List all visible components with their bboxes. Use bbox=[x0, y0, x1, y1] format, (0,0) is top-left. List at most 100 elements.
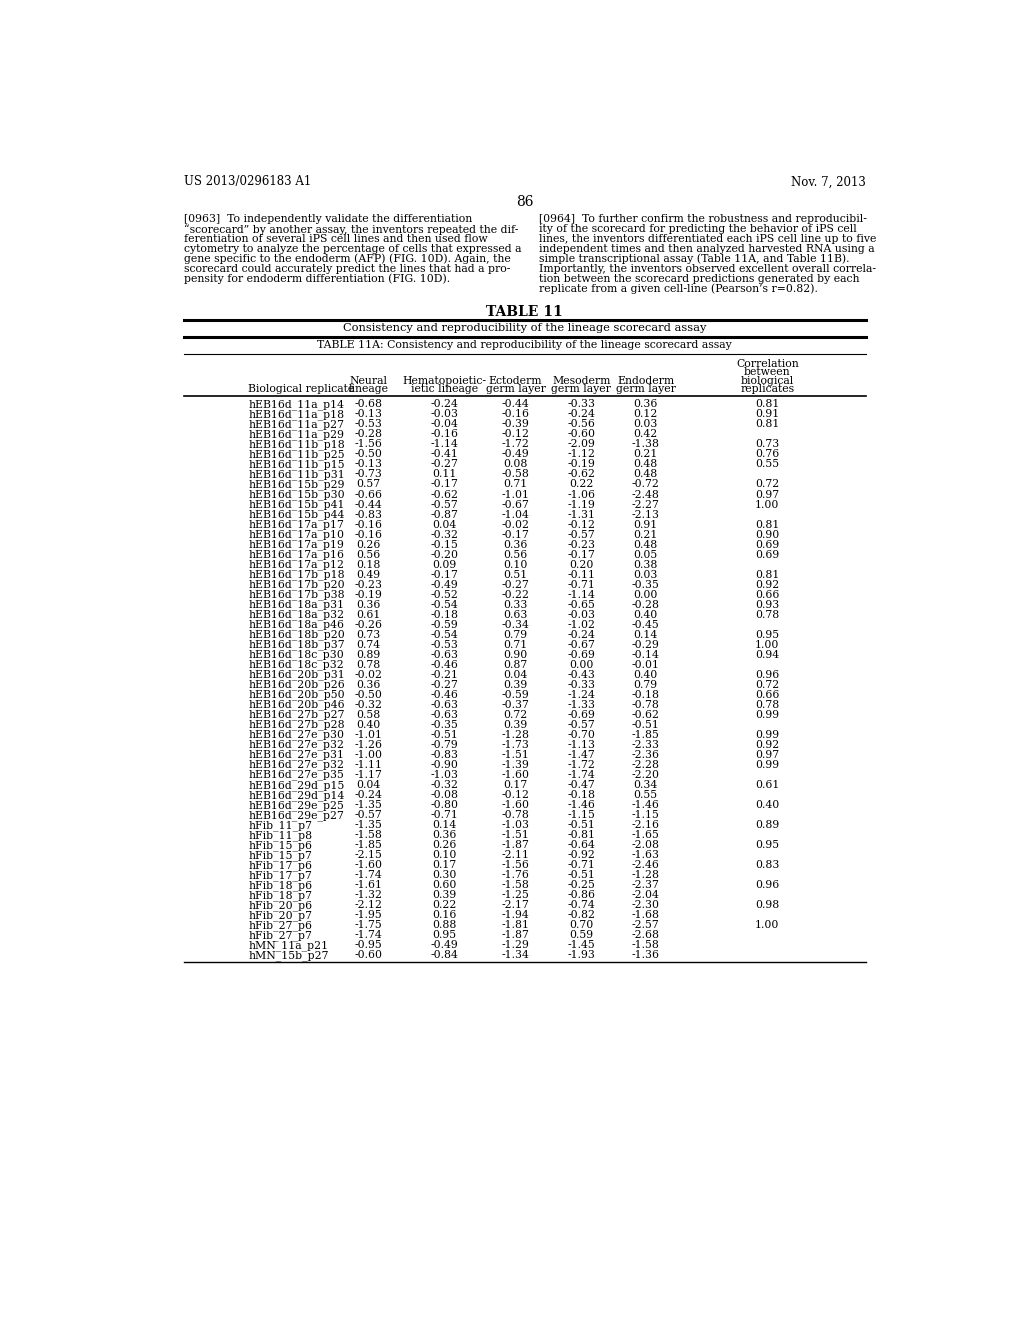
Text: -2.12: -2.12 bbox=[354, 900, 382, 909]
Text: 0.30: 0.30 bbox=[432, 870, 457, 880]
Text: -1.75: -1.75 bbox=[354, 920, 382, 929]
Text: hEB16d_18c_p32: hEB16d_18c_p32 bbox=[248, 660, 344, 671]
Text: 0.78: 0.78 bbox=[756, 610, 779, 619]
Text: 0.04: 0.04 bbox=[356, 780, 380, 789]
Text: -0.27: -0.27 bbox=[430, 680, 458, 689]
Text: -0.83: -0.83 bbox=[354, 510, 382, 520]
Text: hMN_11a_p21: hMN_11a_p21 bbox=[248, 940, 329, 950]
Text: ietic lineage: ietic lineage bbox=[411, 384, 478, 393]
Text: -0.02: -0.02 bbox=[354, 669, 382, 680]
Text: 0.96: 0.96 bbox=[756, 669, 779, 680]
Text: -0.39: -0.39 bbox=[502, 420, 529, 429]
Text: -1.00: -1.00 bbox=[354, 750, 382, 760]
Text: -1.34: -1.34 bbox=[502, 950, 529, 960]
Text: -0.58: -0.58 bbox=[502, 470, 529, 479]
Text: 1.00: 1.00 bbox=[755, 920, 779, 929]
Text: Mesoderm: Mesoderm bbox=[552, 376, 610, 385]
Text: hFib_17_p7: hFib_17_p7 bbox=[248, 870, 312, 880]
Text: -0.15: -0.15 bbox=[430, 540, 458, 549]
Text: 0.78: 0.78 bbox=[356, 660, 380, 669]
Text: 0.89: 0.89 bbox=[756, 820, 779, 830]
Text: 0.36: 0.36 bbox=[356, 680, 381, 689]
Text: 0.00: 0.00 bbox=[569, 660, 594, 669]
Text: germ layer: germ layer bbox=[615, 384, 676, 393]
Text: -0.23: -0.23 bbox=[567, 540, 595, 549]
Text: -1.87: -1.87 bbox=[502, 840, 529, 850]
Text: -0.16: -0.16 bbox=[354, 529, 382, 540]
Text: -0.90: -0.90 bbox=[430, 760, 458, 770]
Text: -1.32: -1.32 bbox=[354, 890, 382, 900]
Text: -1.87: -1.87 bbox=[502, 929, 529, 940]
Text: germ layer: germ layer bbox=[485, 384, 546, 393]
Text: 0.21: 0.21 bbox=[634, 449, 657, 459]
Text: hEB16d_17a_p16: hEB16d_17a_p16 bbox=[248, 549, 344, 560]
Text: -0.17: -0.17 bbox=[430, 479, 458, 490]
Text: pensity for endoderm differentiation (FIG. 10D).: pensity for endoderm differentiation (FI… bbox=[183, 275, 450, 285]
Text: -0.51: -0.51 bbox=[567, 820, 595, 830]
Text: hEB16d_11a_p29: hEB16d_11a_p29 bbox=[248, 429, 344, 440]
Text: 0.40: 0.40 bbox=[634, 610, 657, 619]
Text: 0.40: 0.40 bbox=[356, 719, 380, 730]
Text: 0.40: 0.40 bbox=[634, 669, 657, 680]
Text: -1.14: -1.14 bbox=[430, 440, 458, 449]
Text: -0.29: -0.29 bbox=[632, 640, 659, 649]
Text: 0.14: 0.14 bbox=[432, 820, 457, 830]
Text: -2.33: -2.33 bbox=[632, 739, 659, 750]
Text: 0.59: 0.59 bbox=[569, 929, 594, 940]
Text: -0.73: -0.73 bbox=[354, 470, 382, 479]
Text: -1.56: -1.56 bbox=[354, 440, 382, 449]
Text: TABLE 11: TABLE 11 bbox=[486, 305, 563, 318]
Text: Endoderm: Endoderm bbox=[617, 376, 674, 385]
Text: 0.93: 0.93 bbox=[756, 599, 779, 610]
Text: hEB16d_27e_p35: hEB16d_27e_p35 bbox=[248, 770, 344, 780]
Text: -0.16: -0.16 bbox=[354, 520, 382, 529]
Text: TABLE 11A: Consistency and reproducibility of the lineage scorecard assay: TABLE 11A: Consistency and reproducibili… bbox=[317, 341, 732, 350]
Text: -0.46: -0.46 bbox=[430, 660, 458, 669]
Text: -1.60: -1.60 bbox=[354, 859, 382, 870]
Text: -2.15: -2.15 bbox=[354, 850, 382, 859]
Text: -0.51: -0.51 bbox=[632, 719, 659, 730]
Text: 0.91: 0.91 bbox=[634, 520, 657, 529]
Text: -1.39: -1.39 bbox=[502, 760, 529, 770]
Text: hEB16d_11b_p25: hEB16d_11b_p25 bbox=[248, 449, 345, 461]
Text: -1.38: -1.38 bbox=[632, 440, 659, 449]
Text: simple transcriptional assay (Table 11A, and Table 11B).: simple transcriptional assay (Table 11A,… bbox=[539, 253, 849, 264]
Text: 0.49: 0.49 bbox=[356, 570, 380, 579]
Text: -2.28: -2.28 bbox=[632, 760, 659, 770]
Text: 0.36: 0.36 bbox=[634, 400, 657, 409]
Text: hEB16d_18a_p31: hEB16d_18a_p31 bbox=[248, 599, 344, 610]
Text: -0.28: -0.28 bbox=[632, 599, 659, 610]
Text: US 2013/0296183 A1: US 2013/0296183 A1 bbox=[183, 176, 311, 189]
Text: 0.89: 0.89 bbox=[356, 649, 380, 660]
Text: 0.72: 0.72 bbox=[756, 479, 779, 490]
Text: -0.14: -0.14 bbox=[632, 649, 659, 660]
Text: -0.70: -0.70 bbox=[567, 730, 595, 739]
Text: -1.35: -1.35 bbox=[354, 820, 382, 830]
Text: -1.81: -1.81 bbox=[502, 920, 529, 929]
Text: -0.17: -0.17 bbox=[430, 570, 458, 579]
Text: hEB16d_17a_p12: hEB16d_17a_p12 bbox=[248, 560, 344, 570]
Text: 0.81: 0.81 bbox=[755, 400, 779, 409]
Text: 0.69: 0.69 bbox=[756, 549, 779, 560]
Text: -0.43: -0.43 bbox=[567, 669, 595, 680]
Text: hEB16d_20b_p50: hEB16d_20b_p50 bbox=[248, 689, 345, 701]
Text: hFib_20_p7: hFib_20_p7 bbox=[248, 909, 312, 920]
Text: 0.11: 0.11 bbox=[432, 470, 457, 479]
Text: -0.86: -0.86 bbox=[567, 890, 595, 900]
Text: -0.65: -0.65 bbox=[567, 599, 595, 610]
Text: -2.20: -2.20 bbox=[632, 770, 659, 780]
Text: gene specific to the endoderm (AFP) (FIG. 10D). Again, the: gene specific to the endoderm (AFP) (FIG… bbox=[183, 253, 511, 264]
Text: -1.28: -1.28 bbox=[632, 870, 659, 880]
Text: hEB16d_15b_p30: hEB16d_15b_p30 bbox=[248, 490, 345, 500]
Text: -0.63: -0.63 bbox=[430, 700, 458, 710]
Text: 0.56: 0.56 bbox=[356, 549, 380, 560]
Text: replicates: replicates bbox=[740, 384, 795, 393]
Text: -0.25: -0.25 bbox=[567, 880, 595, 890]
Text: -2.09: -2.09 bbox=[567, 440, 595, 449]
Text: 0.90: 0.90 bbox=[756, 529, 779, 540]
Text: lineage: lineage bbox=[348, 384, 388, 393]
Text: replicate from a given cell-line (Pearson’s r=0.82).: replicate from a given cell-line (Pearso… bbox=[539, 284, 817, 294]
Text: -1.47: -1.47 bbox=[567, 750, 595, 760]
Text: Nov. 7, 2013: Nov. 7, 2013 bbox=[791, 176, 866, 189]
Text: hEB16d_27e_p32: hEB16d_27e_p32 bbox=[248, 760, 344, 771]
